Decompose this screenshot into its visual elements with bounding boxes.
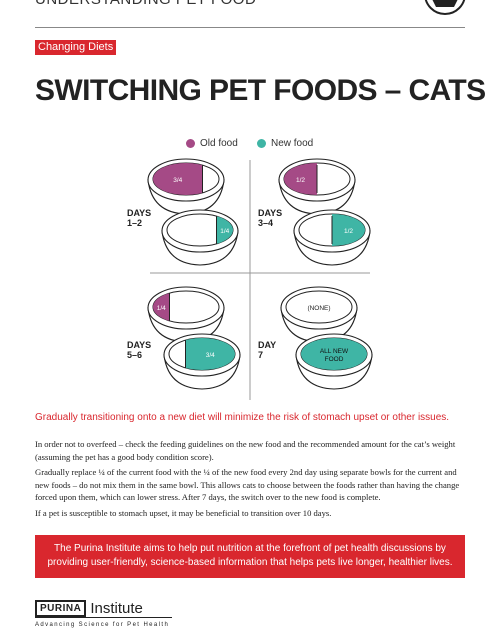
paragraph-3: If a pet is susceptible to stomach upset… [35, 508, 332, 518]
stage-4-days: DAY 7 [258, 340, 277, 360]
legend-old: Old food [186, 138, 238, 149]
old-food-swatch [186, 139, 195, 148]
logo-brand: PURINA [35, 600, 87, 617]
stage-2-old-bowl-label: 1/2 [296, 177, 305, 184]
stage-2-old-bowl: 1/2 [278, 158, 356, 215]
stage-1-old-bowl: 3/4 [147, 158, 225, 215]
stage-1-new-bowl-food [216, 216, 233, 244]
section-tag: Changing Diets [35, 40, 117, 55]
new-food-swatch [257, 139, 266, 148]
intro-text: Gradually transitioning onto a new diet … [35, 412, 450, 423]
stage-3-old-bowl: 1/4 [147, 286, 225, 343]
header-rule [35, 27, 465, 28]
legend-new-label: New food [271, 138, 314, 149]
stage-2-days: DAYS 3–4 [258, 208, 283, 228]
stage-3-new-bowl-food [185, 338, 235, 370]
stage-1-new-bowl: 1/4 [161, 209, 239, 266]
stage-2-old-bowl-food [284, 163, 317, 195]
mission-banner: The Purina Institute aims to help put nu… [35, 535, 465, 578]
legend-old-label: Old food [200, 138, 238, 149]
stage-1-days: DAYS 1–2 [127, 208, 152, 228]
logo-tagline: Advancing Science for Pet Health [35, 622, 170, 628]
stage-1-old-bowl-label: 3/4 [173, 177, 182, 184]
stage-4-new-bowl-label: ALL NEW [320, 348, 349, 355]
stage-1-old-bowl-food [153, 163, 203, 195]
stage-4-old-bowl: (NONE) [280, 286, 358, 343]
stage-1-new-bowl-label: 1/4 [220, 228, 229, 235]
header-title: UNDERSTANDING PET FOOD [35, 0, 256, 8]
stage-2-new-bowl-food [332, 214, 365, 246]
logo-rule [35, 617, 172, 618]
purina-institute-logo: PURINA Institute [35, 600, 143, 617]
stage-4-new-bowl-food [301, 338, 367, 370]
stage-4-new-bowl-label-2: FOOD [325, 356, 344, 363]
logo-institute: Institute [90, 600, 143, 617]
pet-bowl-icon [424, 0, 466, 15]
stage-3-new-bowl: 3/4 [163, 333, 241, 390]
stage-3-days: DAYS 5–6 [127, 340, 152, 360]
stage-3-old-bowl-food [153, 293, 170, 321]
stage-3-old-bowl-label: 1/4 [157, 305, 166, 312]
paragraph-2: Gradually replace ¼ of the current food … [35, 467, 460, 502]
page-title: SWITCHING PET FOODS – CATS [35, 74, 486, 107]
stage-2-new-bowl: 1/2 [293, 209, 371, 266]
stage-2-new-bowl-label: 1/2 [344, 228, 353, 235]
paragraph-1: In order not to overfeed – check the fee… [35, 439, 456, 462]
stage-3-new-bowl-label: 3/4 [206, 352, 215, 359]
stage-4-old-bowl-label: (NONE) [307, 305, 330, 312]
legend-new: New food [257, 138, 313, 149]
